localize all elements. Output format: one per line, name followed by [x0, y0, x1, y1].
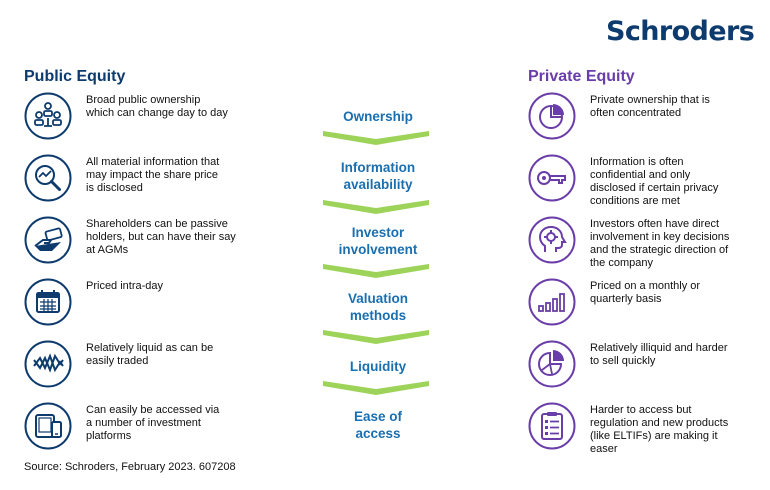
label-ease-of-access: Ease of access — [353, 409, 403, 441]
label-investor-involvement: Investor involvement — [338, 225, 418, 257]
devices-icon — [24, 402, 72, 450]
public-equity-title: Public Equity — [24, 68, 126, 85]
public-valuation-text: Priced intra-day — [86, 280, 164, 292]
chevron-arrow-1 — [323, 131, 429, 145]
private-liquidity-text: Relatively illiquid and harder to sell q… — [590, 342, 728, 367]
clipboard-icon — [528, 402, 576, 450]
key-icon — [528, 154, 576, 202]
calendar-icon — [24, 278, 72, 326]
chevron-arrow-3 — [323, 264, 429, 278]
private-access-text: Harder to access but regulation and new … — [590, 404, 729, 455]
schroders-logo: Schroders — [606, 16, 755, 47]
pie-chart-icon — [528, 92, 576, 140]
bar-chart-icon — [528, 278, 576, 326]
source-note: Source: Schroders, February 2023. 607208 — [24, 461, 236, 473]
public-access-text: Can easily be accessed via a number of i… — [86, 404, 220, 442]
split-pie-icon — [528, 340, 576, 388]
label-valuation-methods: Valuation methods — [347, 291, 408, 323]
private-ownership-text: Private ownership that is often concentr… — [590, 94, 710, 119]
public-liquidity-text: Relatively liquid as can be easily trade… — [86, 342, 214, 367]
head-gear-icon — [528, 216, 576, 264]
label-ownership: Ownership — [343, 109, 413, 124]
zigzag-lines-icon — [24, 340, 72, 388]
private-equity-title: Private Equity — [528, 68, 635, 85]
private-valuation-text: Priced on a monthly or quarterly basis — [590, 280, 701, 305]
label-information-availability: Information availability — [340, 160, 416, 192]
magnifier-chart-icon — [24, 154, 72, 202]
public-ownership-text: Broad public ownership which can change … — [86, 94, 228, 119]
chevron-arrow-4 — [323, 330, 429, 344]
public-involvement-text: Shareholders can be passive holders, but… — [86, 218, 236, 256]
people-network-icon — [24, 92, 72, 140]
chevron-arrow-5 — [323, 381, 429, 395]
public-information-text: All material information that may impact… — [86, 156, 220, 194]
private-information-text: Information is often confidential and on… — [590, 156, 719, 207]
chevron-arrow-2 — [323, 200, 429, 214]
label-liquidity: Liquidity — [349, 359, 407, 374]
private-involvement-text: Investors often have direct involvement … — [590, 218, 730, 269]
hand-money-icon — [24, 216, 72, 264]
